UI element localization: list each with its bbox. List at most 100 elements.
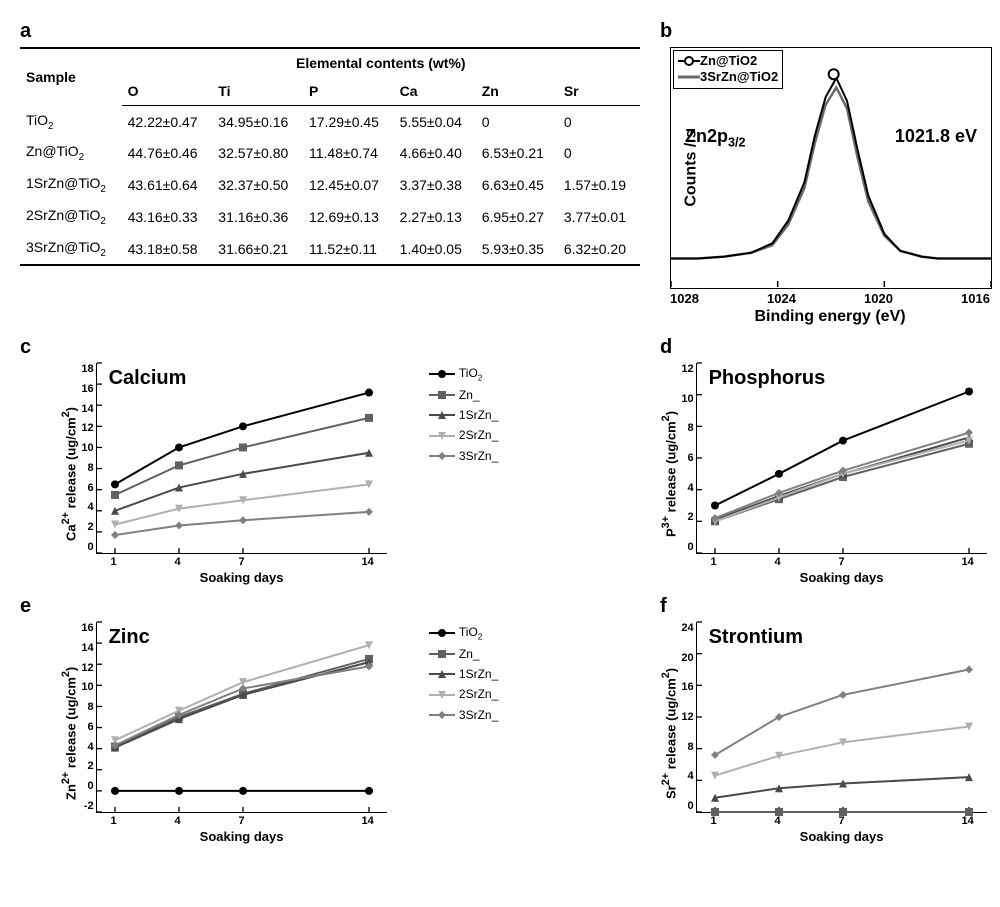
panel-b-label: b [660,20,1000,43]
cell: 1.40±0.05 [394,233,476,266]
xps-xlabel: Binding energy (eV) [670,308,990,326]
cell: 0 [558,106,640,138]
cell: 6.95±0.27 [476,201,558,233]
cell-sample: 2SrZn@TiO2 [20,201,122,233]
cell: 43.18±0.58 [122,233,213,266]
cell: 12.69±0.13 [303,201,394,233]
panel-d-label: d [660,336,1000,359]
cell-sample: Zn@TiO2 [20,137,122,169]
legend-item: 1SrZn_ [429,664,498,684]
cell: 6.63±0.45 [476,169,558,201]
col-Zn: Zn [476,77,558,106]
panel-f: f Sr2+ release (ug/cm2) 24201612840 Stro… [660,595,1000,844]
col-Ca: Ca [394,77,476,106]
panel-f-label: f [660,595,1000,618]
legend-item: TiO2 [429,363,498,385]
xps-svg [671,48,991,288]
ylab: Zn2+ release (ug/cm2) [60,622,78,844]
cell: 34.95±0.16 [212,106,303,138]
cell-sample: 1SrZn@TiO2 [20,169,122,201]
cell: 6.53±0.21 [476,137,558,169]
xlab: Soaking days [96,829,388,844]
cell: 1.57±0.19 [558,169,640,201]
xps-xticks: 1028102410201016 [670,291,990,306]
table-body: TiO242.22±0.4734.95±0.1617.29±0.455.55±0… [20,106,640,266]
cell: 0 [476,106,558,138]
yticks: 24201612840 [681,622,695,812]
col-group: Elemental contents (wt%) [122,48,640,77]
legend-item: TiO2 [429,622,498,644]
legend-item: 2SrZn_ [429,684,498,704]
xlab: Soaking days [696,570,988,585]
cell: 11.52±0.11 [303,233,394,266]
cell: 42.22±0.47 [122,106,213,138]
cell: 31.66±0.21 [212,233,303,266]
legend-item: 3SrZn_ [429,446,498,466]
xticks: 14714 [696,815,988,829]
panel-a-label: a [20,20,640,43]
legend-item: Zn_ [429,644,498,664]
table-row: 1SrZn@TiO243.61±0.6432.37±0.5012.45±0.07… [20,169,640,201]
panel-e-content: Zn2+ release (ug/cm2) 1614121086420-2 Zi… [60,622,640,844]
legend-item: 1SrZn_ [429,405,498,425]
cell: 32.37±0.50 [212,169,303,201]
cell: 3.77±0.01 [558,201,640,233]
panel-d: d P3+ release (ug/cm2) 121086420 Phospho… [660,336,1000,585]
col-P: P [303,77,394,106]
cell: 17.29±0.45 [303,106,394,138]
xlab: Soaking days [96,570,388,585]
col-Sr: Sr [558,77,640,106]
panel-e-label: e [20,595,640,618]
legend: TiO2Zn_1SrZn_2SrZn_3SrZn_ [429,363,498,466]
table-row: Zn@TiO244.76±0.4632.57±0.8011.48±0.744.6… [20,137,640,169]
panel-d-content: P3+ release (ug/cm2) 121086420 Phosphoru… [660,363,1000,585]
cell: 44.76±0.46 [122,137,213,169]
panel-c-content: Ca2+ release (ug/cm2) 181614121086420 Ca… [60,363,640,585]
cell-sample: 3SrZn@TiO2 [20,233,122,266]
cell: 31.16±0.36 [212,201,303,233]
xticks: 14714 [696,556,988,570]
panel-f-content: Sr2+ release (ug/cm2) 24201612840 Stront… [660,622,1000,844]
xps-plot: Zn@TiO2 3SrZn@TiO2 Counts / s Zn2p3/2 10… [670,47,992,289]
ylab: Ca2+ release (ug/cm2) [60,363,78,585]
cell: 4.66±0.40 [394,137,476,169]
xticks: 14714 [96,556,388,570]
cell-sample: TiO2 [20,106,122,138]
yticks: 1614121086420-2 [81,622,95,812]
cell: 43.61±0.64 [122,169,213,201]
cell: 6.32±0.20 [558,233,640,266]
panel-a: a Sample Elemental contents (wt%) OTiPCa… [20,20,640,326]
cell: 5.93±0.35 [476,233,558,266]
panel-b: b Zn@TiO2 3SrZn@TiO2 Counts / s Zn2p3/2 … [660,20,1000,326]
xticks: 14714 [96,815,388,829]
legend-item: 3SrZn_ [429,705,498,725]
cell: 5.55±0.04 [394,106,476,138]
cell: 2.27±0.13 [394,201,476,233]
yticks: 121086420 [681,363,695,553]
ylab: Sr2+ release (ug/cm2) [660,622,678,844]
cell: 43.16±0.33 [122,201,213,233]
col-O: O [122,77,213,106]
ylab: P3+ release (ug/cm2) [660,363,678,585]
cell: 3.37±0.38 [394,169,476,201]
figure: a Sample Elemental contents (wt%) OTiPCa… [20,20,980,854]
panel-e: e Zn2+ release (ug/cm2) 1614121086420-2 … [20,595,640,844]
panel-c-label: c [20,336,640,359]
col-Ti: Ti [212,77,303,106]
table-row: TiO242.22±0.4734.95±0.1617.29±0.455.55±0… [20,106,640,138]
col-sample: Sample [20,48,122,106]
plot: Zinc [96,622,387,813]
legend: TiO2Zn_1SrZn_2SrZn_3SrZn_ [429,622,498,725]
plot: Strontium [696,622,987,813]
plot: Phosphorus [696,363,987,554]
plot: Calcium [96,363,387,554]
panel-c: c Ca2+ release (ug/cm2) 181614121086420 … [20,336,640,585]
cell: 11.48±0.74 [303,137,394,169]
legend-item: 2SrZn_ [429,425,498,445]
table-row: 2SrZn@TiO243.16±0.3331.16±0.3612.69±0.13… [20,201,640,233]
legend-item: Zn_ [429,385,498,405]
xlab: Soaking days [696,829,988,844]
cell: 12.45±0.07 [303,169,394,201]
cell: 0 [558,137,640,169]
elemental-table: Sample Elemental contents (wt%) OTiPCaZn… [20,47,640,266]
